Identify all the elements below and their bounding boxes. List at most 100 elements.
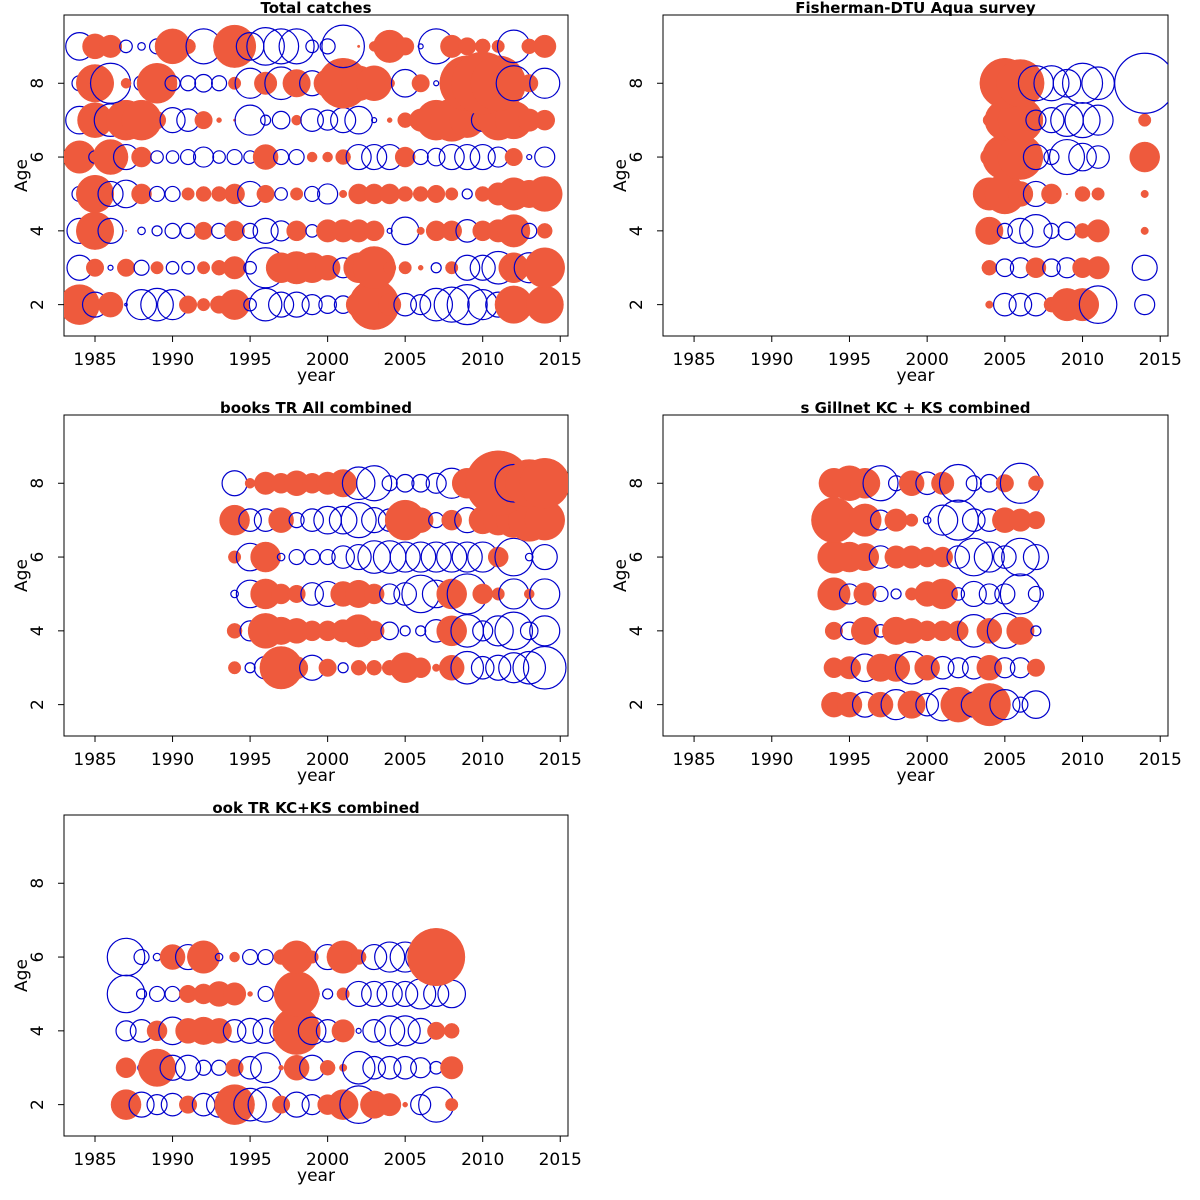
positive-residual-bubble xyxy=(975,216,1004,245)
negative-residual-bubble xyxy=(872,585,889,603)
negative-residual-bubble xyxy=(1027,585,1045,603)
negative-residual-bubble xyxy=(331,545,355,569)
negative-residual-bubble xyxy=(374,1015,406,1047)
bubbles xyxy=(219,450,568,690)
negative-residual-bubble xyxy=(276,552,286,562)
negative-residual-bubble xyxy=(1022,143,1050,171)
negative-residual-bubble xyxy=(344,105,373,135)
y-tick-label: 8 xyxy=(28,78,48,89)
negative-residual-bubble xyxy=(288,148,305,166)
positive-residual-bubble xyxy=(363,583,385,605)
negative-residual-bubble xyxy=(179,75,197,92)
positive-residual-bubble xyxy=(1041,183,1062,205)
negative-residual-bubble xyxy=(165,260,180,275)
negative-residual-bubble xyxy=(305,39,319,54)
negative-residual-bubble xyxy=(361,143,388,171)
negative-residual-bubble xyxy=(362,1055,387,1080)
negative-residual-bubble xyxy=(283,291,310,318)
y-tick-label: 4 xyxy=(28,225,48,236)
positive-residual-bubble xyxy=(327,1089,359,1120)
x-tick-label: 2010 xyxy=(1061,750,1104,770)
positive-residual-bubble xyxy=(526,176,563,212)
negative-residual-bubble xyxy=(1043,148,1060,166)
negative-residual-bubble xyxy=(960,580,987,608)
x-tick-label: 2000 xyxy=(306,1150,349,1170)
x-tick-label: 2005 xyxy=(384,350,427,370)
negative-residual-bubble xyxy=(1033,65,1070,102)
positive-residual-bubble xyxy=(224,183,245,205)
negative-residual-bubble xyxy=(995,258,1015,278)
positive-residual-bubble xyxy=(76,211,115,250)
negative-residual-bubble xyxy=(389,1015,421,1047)
negative-residual-bubble xyxy=(146,1094,168,1116)
positive-residual-bubble xyxy=(314,254,341,281)
positive-residual-bubble xyxy=(159,944,186,970)
negative-residual-bubble xyxy=(1022,543,1050,571)
negative-residual-bubble xyxy=(531,543,558,571)
positive-residual-bubble xyxy=(472,583,493,605)
negative-residual-bubble xyxy=(461,188,473,200)
positive-residual-bubble xyxy=(117,258,136,277)
x-tick-label: 2000 xyxy=(306,350,349,370)
positive-residual-bubble xyxy=(76,64,115,103)
y-tick-label: 2 xyxy=(627,699,647,710)
positive-residual-bubble xyxy=(1086,219,1110,243)
x-tick-label: 1985 xyxy=(73,350,116,370)
positive-residual-bubble xyxy=(1138,113,1152,127)
panel-3: books TR All combined 1985 1990 1995 2000 200… xyxy=(12,399,582,786)
positive-residual-bubble xyxy=(194,221,213,240)
negative-residual-bubble xyxy=(381,475,398,492)
negative-residual-bubble xyxy=(1043,222,1060,239)
positive-residual-bubble xyxy=(386,117,393,123)
negative-residual-bubble xyxy=(436,541,468,573)
negative-residual-bubble xyxy=(150,150,164,164)
negative-residual-bubble xyxy=(393,582,418,606)
negative-residual-bubble xyxy=(1134,294,1156,316)
negative-residual-bubble xyxy=(361,980,388,1008)
y-tick-label: 4 xyxy=(627,625,647,636)
y-tick-label: 2 xyxy=(28,699,48,710)
positive-residual-bubble xyxy=(1086,256,1110,280)
negative-residual-bubble xyxy=(159,1054,186,1081)
positive-residual-bubble xyxy=(398,261,412,275)
positive-residual-bubble xyxy=(378,1093,402,1117)
positive-residual-bubble xyxy=(379,183,400,205)
negative-residual-bubble xyxy=(317,183,339,205)
negative-residual-bubble xyxy=(179,222,197,239)
positive-residual-bubble xyxy=(837,656,861,680)
negative-residual-bubble xyxy=(355,1027,362,1034)
positive-residual-bubble xyxy=(524,247,565,288)
negative-residual-bubble xyxy=(1038,107,1065,134)
negative-residual-bubble xyxy=(164,222,181,239)
negative-residual-bubble xyxy=(328,505,358,535)
positive-residual-bubble xyxy=(211,186,227,202)
negative-residual-bubble xyxy=(165,150,180,164)
positive-residual-bubble xyxy=(181,187,195,201)
negative-residual-bubble xyxy=(1064,102,1101,139)
negative-residual-bubble xyxy=(260,114,272,126)
y-tick-label: 4 xyxy=(28,625,48,636)
bubbles xyxy=(811,462,1051,727)
negative-residual-bubble xyxy=(374,941,406,973)
positive-residual-bubble xyxy=(115,1057,137,1078)
positive-residual-bubble xyxy=(179,295,198,314)
x-tick-label: 1995 xyxy=(828,350,871,370)
negative-residual-bubble xyxy=(534,146,556,168)
x-tick-label: 1990 xyxy=(151,750,194,770)
positive-residual-bubble xyxy=(402,1101,408,1108)
positive-residual-bubble xyxy=(416,226,425,235)
negative-residual-bubble xyxy=(233,1087,267,1122)
negative-residual-bubble xyxy=(301,294,323,316)
positive-residual-bubble xyxy=(905,513,919,527)
positive-residual-bubble xyxy=(250,541,281,573)
negative-residual-bubble xyxy=(392,980,419,1008)
positive-residual-bubble xyxy=(436,615,467,647)
negative-residual-bubble xyxy=(243,260,257,275)
positive-residual-bubble xyxy=(86,258,105,277)
y-axis-label: Age xyxy=(12,559,32,592)
x-tick-label: 2005 xyxy=(384,750,427,770)
positive-residual-bubble xyxy=(244,478,256,489)
negative-residual-bubble xyxy=(380,621,400,641)
negative-residual-bubble xyxy=(927,504,959,536)
negative-residual-bubble xyxy=(1021,690,1051,719)
